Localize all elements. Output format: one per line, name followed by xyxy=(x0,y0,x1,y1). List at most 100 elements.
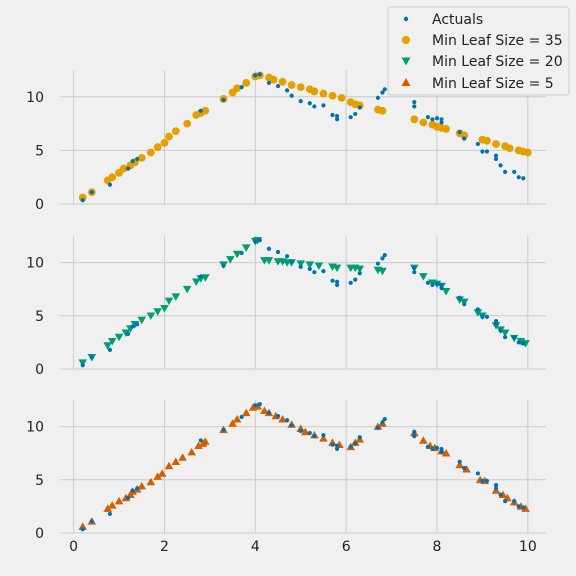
legend-marker-dot xyxy=(403,16,409,22)
data-point-actuals xyxy=(425,444,431,449)
data-point-prediction xyxy=(287,81,296,89)
legend-entry-actuals: Actuals xyxy=(403,12,483,28)
data-point-actuals xyxy=(380,420,385,425)
data-point-actuals xyxy=(253,73,258,78)
data-point-actuals xyxy=(516,175,521,180)
data-point-prediction xyxy=(296,83,305,92)
legend-marker-triangle-up xyxy=(401,78,411,86)
data-point-prediction xyxy=(460,131,469,140)
legend: Actuals Min Leaf Size = 35 Min Leaf Size… xyxy=(387,6,570,96)
data-point-actuals xyxy=(307,101,312,106)
data-point-actuals xyxy=(484,478,490,483)
data-point-prediction xyxy=(153,143,162,152)
data-point-prediction xyxy=(153,472,162,480)
data-point-actuals xyxy=(257,72,262,77)
data-point-prediction xyxy=(194,441,203,450)
y-tick-label: 5 xyxy=(35,143,44,159)
data-point-actuals xyxy=(135,322,140,327)
data-point-actuals xyxy=(334,446,340,452)
data-point-actuals xyxy=(480,149,485,154)
data-point-actuals xyxy=(382,87,387,92)
x-tick-label: 0 xyxy=(69,539,78,555)
data-point-actuals xyxy=(239,250,244,256)
data-point-actuals xyxy=(107,347,113,352)
data-point-actuals xyxy=(521,341,526,346)
legend-label: Actuals xyxy=(432,12,483,28)
y-tick-label: 5 xyxy=(35,473,44,489)
data-point-actuals xyxy=(298,98,303,104)
data-point-prediction xyxy=(523,148,532,157)
data-point-prediction xyxy=(201,106,210,115)
data-point-prediction xyxy=(232,250,242,259)
legend-label: Min Leaf Size = 35 xyxy=(432,33,563,49)
data-point-actuals xyxy=(239,85,244,90)
data-point-actuals xyxy=(439,450,444,455)
data-point-actuals xyxy=(434,116,440,121)
data-point-prediction xyxy=(500,329,510,338)
data-point-actuals xyxy=(434,281,440,286)
data-point-actuals xyxy=(307,266,312,272)
data-point-actuals xyxy=(430,446,435,452)
data-point-actuals xyxy=(498,328,503,333)
data-point-actuals xyxy=(221,427,226,432)
data-point-prediction xyxy=(121,329,131,338)
data-point-prediction xyxy=(119,164,128,173)
data-point-actuals xyxy=(475,141,480,147)
data-point-actuals xyxy=(462,301,467,307)
data-point-prediction xyxy=(228,419,237,427)
data-point-prediction xyxy=(165,132,173,141)
legend-label: Min Leaf Size = 20 xyxy=(432,54,563,70)
data-point-actuals xyxy=(439,120,444,125)
data-point-actuals xyxy=(89,355,94,360)
data-point-actuals xyxy=(130,324,135,329)
data-point-prediction xyxy=(191,278,201,286)
data-point-prediction xyxy=(419,118,428,127)
data-point-actuals xyxy=(484,149,490,154)
data-point-actuals xyxy=(126,331,131,336)
data-point-actuals xyxy=(126,495,131,500)
data-point-prediction xyxy=(164,297,174,306)
data-point-actuals xyxy=(516,504,521,509)
panel-middle: 0 5 10 xyxy=(26,236,546,378)
x-tick-label: 6 xyxy=(342,539,351,555)
data-point-actuals xyxy=(434,445,440,450)
data-point-prediction xyxy=(226,256,235,264)
legend-marker-triangle-down xyxy=(401,57,411,66)
data-point-actuals xyxy=(130,488,135,493)
data-point-actuals xyxy=(512,498,517,504)
data-point-prediction xyxy=(305,261,315,269)
data-point-actuals xyxy=(80,527,85,532)
data-point-actuals xyxy=(275,413,281,419)
data-point-prediction xyxy=(319,434,328,442)
y-tick-label: 0 xyxy=(35,197,44,213)
y-tick-label: 0 xyxy=(35,362,44,378)
data-point-actuals xyxy=(221,97,226,103)
data-point-actuals xyxy=(348,115,353,120)
legend-label: Min Leaf Size = 5 xyxy=(432,76,554,92)
data-point-prediction xyxy=(160,138,169,147)
data-point-prediction xyxy=(328,91,337,100)
data-point-actuals xyxy=(380,90,385,95)
data-point-prediction xyxy=(146,312,156,320)
data-point-actuals xyxy=(357,105,362,110)
data-point-actuals xyxy=(353,441,358,446)
data-point-prediction xyxy=(441,288,451,296)
data-point-prediction xyxy=(233,84,242,93)
data-point-actuals xyxy=(375,425,381,430)
data-point-actuals xyxy=(412,434,417,439)
y-tick-label: 0 xyxy=(35,526,44,542)
data-point-actuals xyxy=(126,166,131,171)
data-point-prediction xyxy=(241,408,251,417)
data-point-prediction xyxy=(441,449,451,457)
data-point-actuals xyxy=(493,153,499,158)
legend-marker-circle xyxy=(402,36,410,44)
data-point-prediction xyxy=(278,414,287,423)
data-point-prediction xyxy=(107,338,117,346)
y-tick-label: 10 xyxy=(26,256,44,272)
data-point-actuals xyxy=(348,444,353,449)
data-point-actuals xyxy=(198,108,203,113)
data-point-actuals xyxy=(321,103,326,108)
data-point-prediction xyxy=(378,106,387,115)
data-point-actuals xyxy=(503,334,508,340)
data-point-prediction xyxy=(269,75,278,84)
